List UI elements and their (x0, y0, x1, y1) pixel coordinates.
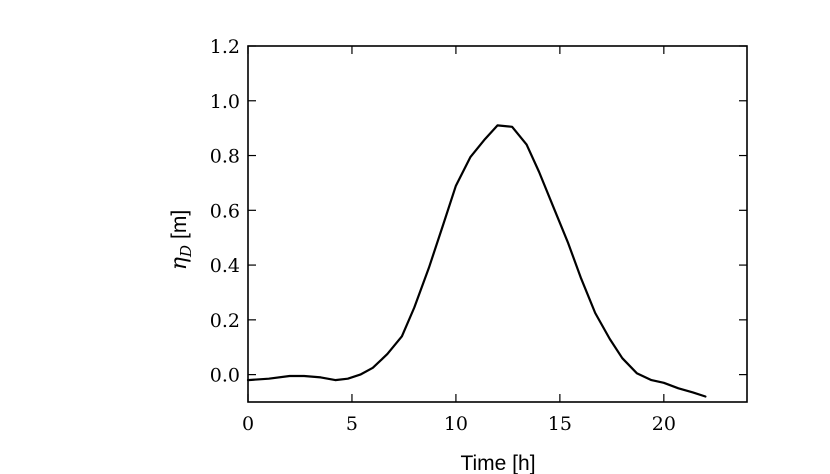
y-axis-label-symbol: η (167, 257, 192, 270)
ticks-layer: 0 5 10 15 20 0.0 0.2 0.4 0.6 0.8 1.0 1.2 (210, 36, 747, 435)
x-tick-label: 5 (346, 413, 358, 435)
y-tick-label: 0.4 (210, 255, 240, 277)
y-axis-label-subscript: D (177, 245, 195, 258)
x-axis-label: Time [h] (460, 452, 535, 474)
y-tick-label: 0.2 (210, 310, 240, 332)
plot-layer (246, 124, 707, 398)
series-line (246, 124, 707, 398)
y-axis-label-unit: [m] (168, 210, 191, 239)
y-tick-label: 0.6 (210, 200, 240, 222)
x-tick-label: 10 (444, 413, 468, 435)
y-tick-label: 0.8 (210, 146, 240, 168)
plot-frame (247, 45, 748, 403)
y-tick-label: 0.0 (210, 365, 240, 387)
y-axis-label: ηD [m] (167, 210, 195, 270)
x-tick-label: 20 (652, 413, 676, 435)
x-tick-label: 0 (242, 413, 254, 435)
y-tick-label: 1.0 (210, 91, 240, 113)
y-tick-label: 1.2 (210, 36, 240, 58)
x-tick-label: 15 (548, 413, 572, 435)
